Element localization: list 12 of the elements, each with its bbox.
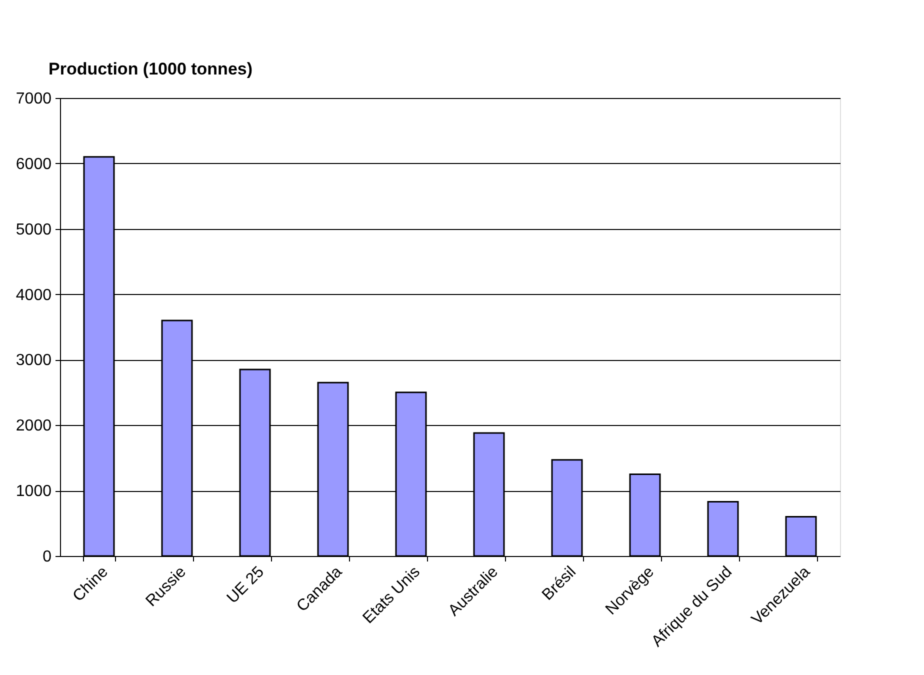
- y-tick-label: 2000: [16, 418, 52, 435]
- y-tick-label: 7000: [16, 90, 52, 108]
- y-tick-label: 5000: [16, 221, 52, 238]
- bar: [707, 500, 739, 557]
- y-tick-label: 4000: [16, 286, 52, 304]
- y-axis-title: Production (1000 tonnes): [48, 60, 253, 78]
- y-tick-label: 1000: [16, 483, 52, 500]
- y-tick-label: 3000: [16, 352, 52, 370]
- x-tick-label: UE 25: [224, 563, 268, 607]
- y-tick-label: 0: [42, 548, 52, 566]
- bar: [785, 516, 817, 557]
- y-tick-label: 6000: [16, 156, 52, 173]
